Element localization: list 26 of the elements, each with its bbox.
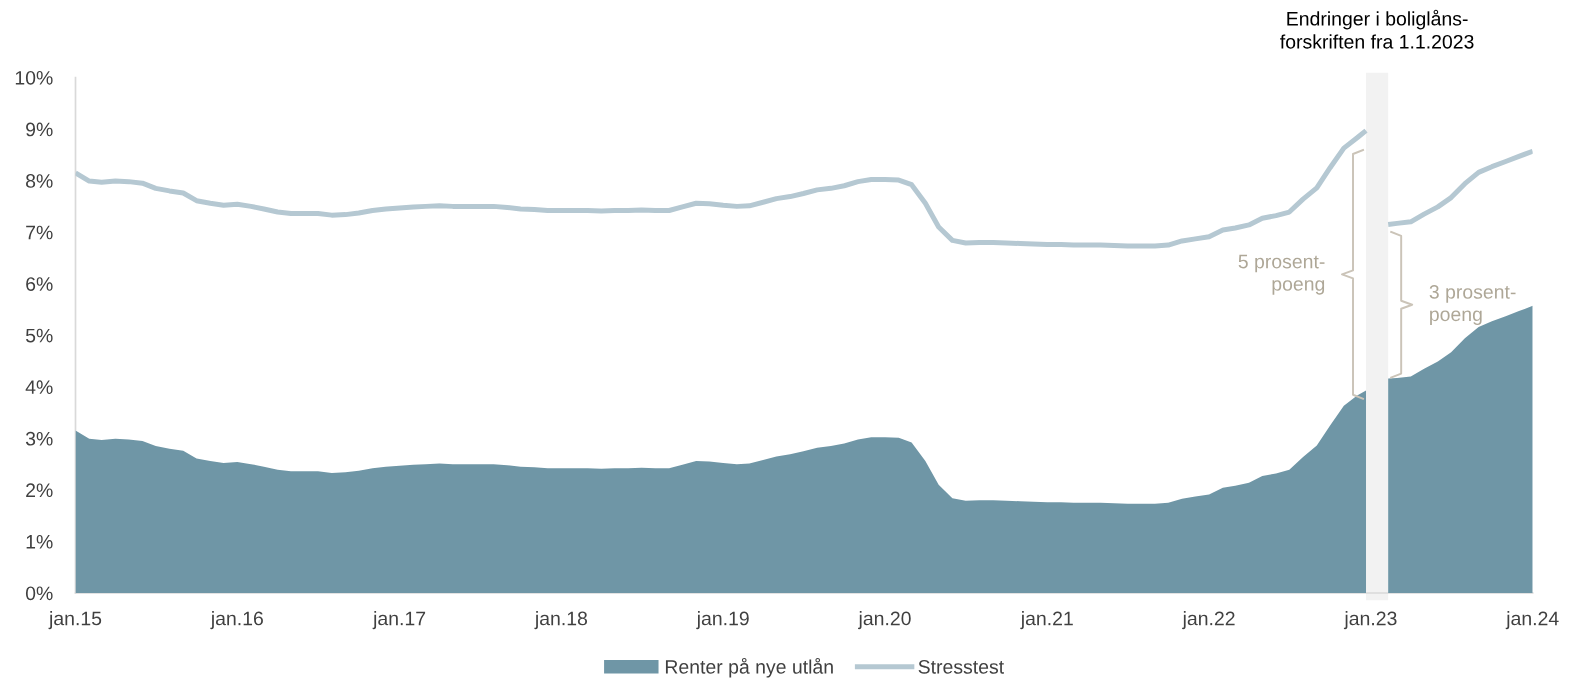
x-tick-label: jan.16	[210, 611, 263, 630]
x-tick-label: jan.23	[1343, 611, 1397, 630]
y-tick-label: 5%	[25, 328, 53, 343]
x-tick-label: jan.15	[48, 611, 102, 630]
x-tick-label: jan.20	[858, 611, 911, 630]
y-tick-label: 0%	[25, 586, 53, 601]
annotation: 3 prosent- poeng	[1429, 285, 1516, 325]
y-tick-label: 8%	[26, 174, 53, 188]
band-label: Endringer i boliglåns- forskriften fra 1.1.2023	[1280, 9, 1474, 49]
y-tick-label: 10%	[15, 70, 53, 85]
x-tick-label: jan.21	[1020, 611, 1073, 630]
legend-label: Stresstest	[918, 659, 1004, 674]
x-tick-label: jan.18	[534, 611, 588, 630]
annotation: 5 prosent- poeng	[1238, 254, 1325, 295]
x-tick-label: jan.19	[696, 611, 749, 630]
y-tick-label: 2%	[26, 483, 53, 498]
y-tick-label: 1%	[26, 535, 53, 549]
x-tick-label: jan.17	[372, 611, 426, 630]
y-tick-label: 4%	[25, 380, 53, 394]
y-tick-label: 9%	[26, 122, 53, 137]
x-tick-label: jan.22	[1182, 611, 1235, 630]
y-tick-label: 7%	[26, 225, 53, 240]
legend-label: Renter på nye utlån	[665, 657, 833, 678]
y-tick-label: 3%	[25, 431, 53, 446]
y-tick-label: 6%	[26, 277, 53, 291]
x-tick-label: jan.24	[1505, 611, 1559, 630]
